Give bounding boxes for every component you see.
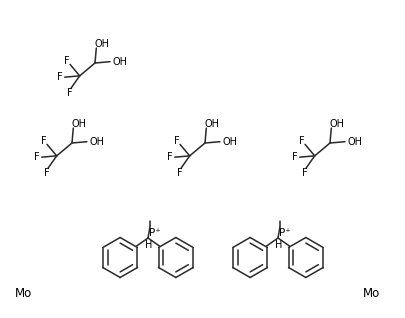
Text: F: F xyxy=(166,152,172,162)
Text: F: F xyxy=(34,152,39,162)
Text: H: H xyxy=(145,240,152,250)
Text: F: F xyxy=(44,168,50,178)
Text: F: F xyxy=(301,168,307,178)
Text: OH: OH xyxy=(95,39,109,49)
Text: P⁺: P⁺ xyxy=(149,228,160,238)
Text: OH: OH xyxy=(112,57,127,67)
Text: F: F xyxy=(67,88,73,98)
Text: OH: OH xyxy=(72,119,87,129)
Text: F: F xyxy=(57,72,62,82)
Text: OH: OH xyxy=(204,119,219,129)
Text: OH: OH xyxy=(347,137,362,147)
Text: F: F xyxy=(41,136,47,146)
Text: OH: OH xyxy=(89,137,104,147)
Text: F: F xyxy=(177,168,182,178)
Text: F: F xyxy=(291,152,297,162)
Text: Mo: Mo xyxy=(15,287,32,300)
Text: F: F xyxy=(298,136,304,146)
Text: P⁺: P⁺ xyxy=(279,228,290,238)
Text: OH: OH xyxy=(222,137,237,147)
Text: F: F xyxy=(174,136,179,146)
Text: OH: OH xyxy=(329,119,344,129)
Text: Mo: Mo xyxy=(362,287,379,300)
Text: F: F xyxy=(64,56,70,66)
Text: H: H xyxy=(275,240,282,250)
